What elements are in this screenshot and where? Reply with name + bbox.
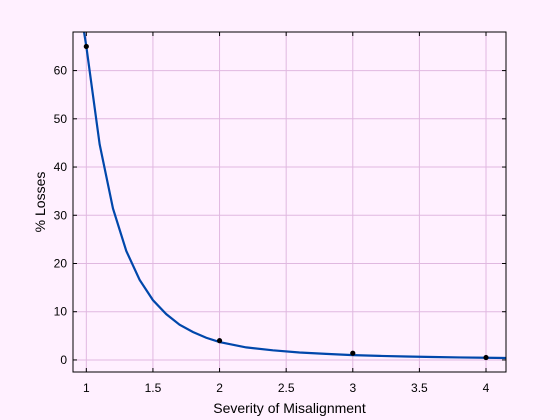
- plot-area: [82, 32, 506, 361]
- y-tick-label: 0: [60, 353, 67, 367]
- y-axis-label: % Losses: [32, 172, 48, 233]
- x-tick-label: 2: [216, 381, 223, 395]
- data-point: [483, 354, 489, 361]
- data-point: [216, 338, 223, 344]
- x-tick-label: 3: [349, 381, 356, 395]
- grid-lines: [73, 32, 506, 372]
- y-tick-label: 20: [54, 256, 68, 270]
- x-tick-label: 2.5: [278, 381, 295, 395]
- y-tick-label: 10: [54, 305, 68, 319]
- x-axis-label: Severity of Misalignment: [213, 400, 366, 416]
- x-tick-label: 1.5: [145, 381, 162, 395]
- data-point: [350, 350, 356, 356]
- x-tick-label: 1: [83, 381, 90, 395]
- y-tick-label: 40: [54, 160, 68, 174]
- x-tick-label: 4: [483, 381, 490, 395]
- x-tick-label: 3.5: [411, 381, 428, 395]
- y-tick-label: 50: [54, 112, 68, 126]
- y-tick-label: 60: [54, 64, 68, 78]
- axes-frame: [72, 31, 507, 373]
- data-point: [83, 43, 89, 50]
- y-tick-label: 30: [54, 208, 68, 222]
